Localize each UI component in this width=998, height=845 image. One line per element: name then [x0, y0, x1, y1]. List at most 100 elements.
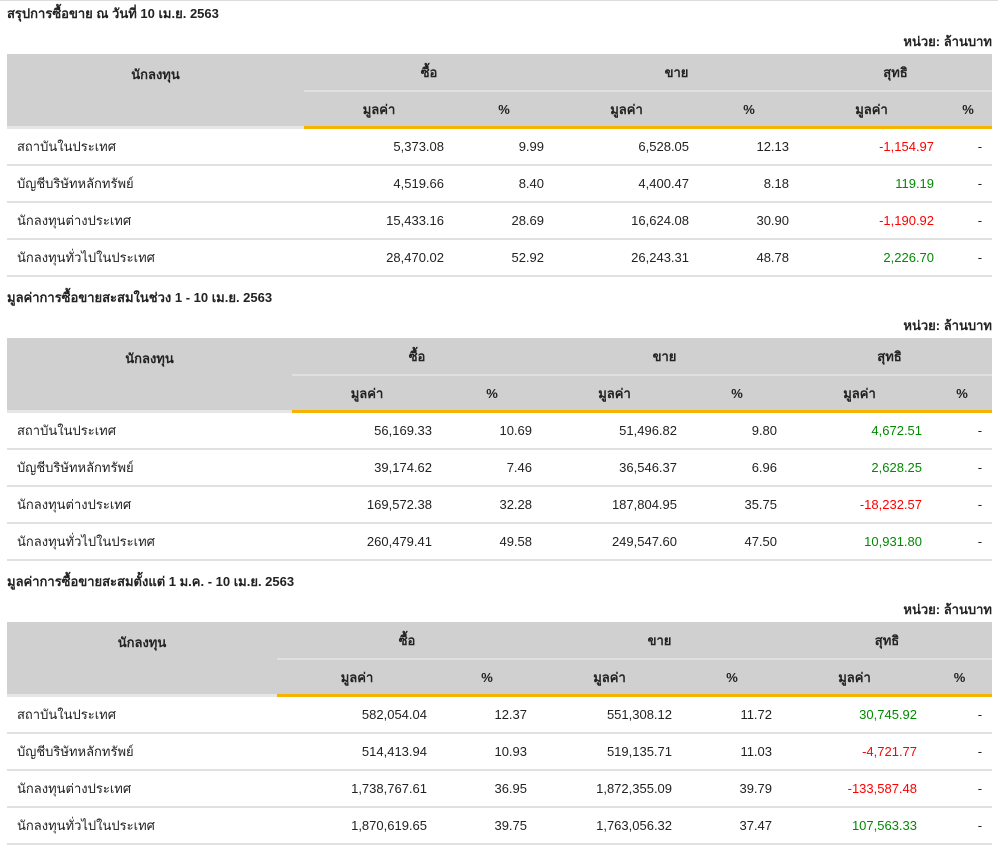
header-net: สุทธิ: [787, 338, 993, 375]
header-net-value: มูลค่า: [782, 658, 928, 697]
header-net-value: มูลค่า: [787, 374, 933, 413]
net-pct: -: [944, 202, 993, 240]
net-pct: -: [927, 695, 993, 734]
net-pct: -: [932, 411, 993, 450]
header-buy: ซื้อ: [292, 338, 543, 375]
net-value: 2,226.70: [799, 239, 945, 277]
table-row: บัญชีบริษัทหลักทรัพย์ 4,519.66 8.40 4,40…: [7, 165, 993, 203]
table-row: สถาบันในประเทศ 5,373.08 9.99 6,528.05 12…: [7, 127, 993, 166]
net-pct: -: [932, 486, 993, 524]
buy-pct: 52.92: [454, 239, 555, 277]
investor-name: บัญชีบริษัทหลักทรัพย์: [7, 733, 277, 771]
table-row: นักลงทุนต่างประเทศ 15,433.16 28.69 16,62…: [7, 202, 993, 240]
investor-name: สถาบันในประเทศ: [7, 695, 277, 734]
investor-name: นักลงทุนทั่วไปในประเทศ: [7, 523, 292, 561]
net-value: 107,563.33: [782, 807, 928, 845]
buy-pct: 36.95: [437, 770, 538, 808]
header-net-pct: %: [932, 374, 993, 413]
buy-pct: 8.40: [454, 165, 555, 203]
net-value: 4,672.51: [787, 411, 933, 450]
sell-pct: 47.50: [687, 523, 788, 561]
header-sell-pct: %: [699, 90, 800, 129]
table-row: นักลงทุนต่างประเทศ 169,572.38 32.28 187,…: [7, 486, 993, 524]
table-row: สถาบันในประเทศ 56,169.33 10.69 51,496.82…: [7, 411, 993, 450]
header-net: สุทธิ: [782, 622, 993, 659]
sell-pct: 11.03: [682, 733, 783, 771]
investor-name: นักลงทุนต่างประเทศ: [7, 202, 304, 240]
net-value: 30,745.92: [782, 695, 928, 734]
net-pct: -: [932, 449, 993, 487]
header-buy-pct: %: [454, 90, 555, 129]
header-sell-pct: %: [687, 374, 788, 413]
sell-value: 187,804.95: [542, 486, 688, 524]
header-buy-pct: %: [442, 374, 543, 413]
table-row: บัญชีบริษัทหลักทรัพย์ 39,174.62 7.46 36,…: [7, 449, 993, 487]
header-buy-pct: %: [437, 658, 538, 697]
summary-section: สรุปการซื้อขาย ณ วันที่ 10 เม.ย. 2563 หน…: [7, 4, 993, 277]
net-value: 119.19: [799, 165, 945, 203]
sell-value: 1,763,056.32: [537, 807, 683, 845]
investor-name: นักลงทุนทั่วไปในประเทศ: [7, 239, 304, 277]
table-row: นักลงทุนต่างประเทศ 1,738,767.61 36.95 1,…: [7, 770, 993, 808]
buy-value: 39,174.62: [292, 449, 442, 487]
header-net-pct: %: [944, 90, 993, 129]
net-pct: -: [927, 770, 993, 808]
buy-value: 169,572.38: [292, 486, 442, 524]
buy-value: 5,373.08: [304, 127, 454, 166]
net-pct: -: [927, 807, 993, 845]
header-net: สุทธิ: [799, 54, 993, 91]
top-divider: [0, 0, 998, 1]
sell-value: 6,528.05: [554, 127, 700, 166]
header-buy: ซื้อ: [304, 54, 555, 91]
sell-value: 16,624.08: [554, 202, 700, 240]
sell-value: 36,546.37: [542, 449, 688, 487]
table-row: บัญชีบริษัทหลักทรัพย์ 514,413.94 10.93 5…: [7, 733, 993, 771]
sell-value: 1,872,355.09: [537, 770, 683, 808]
header-sell-value: มูลค่า: [542, 374, 688, 413]
section-title: มูลค่าการซื้อขายสะสมในช่วง 1 - 10 เม.ย. …: [7, 290, 273, 305]
header-sell: ขาย: [537, 622, 783, 659]
buy-value: 1,738,767.61: [277, 770, 437, 808]
buy-pct: 7.46: [442, 449, 543, 487]
unit-label: หน่วย: ล้านบาท: [903, 318, 992, 333]
table-row: นักลงทุนทั่วไปในประเทศ 1,870,619.65 39.7…: [7, 807, 993, 845]
header-buy-value: มูลค่า: [277, 658, 437, 697]
sell-value: 519,135.71: [537, 733, 683, 771]
sell-pct: 48.78: [699, 239, 800, 277]
net-value: 10,931.80: [787, 523, 933, 561]
header-buy-value: มูลค่า: [292, 374, 442, 413]
investor-name: บัญชีบริษัทหลักทรัพย์: [7, 449, 292, 487]
header-sell: ขาย: [542, 338, 788, 375]
buy-pct: 10.93: [437, 733, 538, 771]
section-title: สรุปการซื้อขาย ณ วันที่ 10 เม.ย. 2563: [7, 6, 219, 21]
net-value: -4,721.77: [782, 733, 928, 771]
trading-table: นักลงทุน ซื้อ ขาย สุทธิ มูลค่า% มูลค่า% มูล…: [7, 622, 993, 845]
net-pct: -: [932, 523, 993, 561]
sell-pct: 35.75: [687, 486, 788, 524]
net-pct: -: [944, 239, 993, 277]
header-buy-value: มูลค่า: [304, 90, 454, 129]
buy-value: 15,433.16: [304, 202, 454, 240]
sell-pct: 30.90: [699, 202, 800, 240]
table-row: นักลงทุนทั่วไปในประเทศ 28,470.02 52.92 2…: [7, 239, 993, 277]
investor-name: นักลงทุนทั่วไปในประเทศ: [7, 807, 277, 845]
header-investor: นักลงทุน: [7, 622, 277, 697]
net-value: -1,154.97: [799, 127, 945, 166]
sell-pct: 12.13: [699, 127, 800, 166]
sell-pct: 11.72: [682, 695, 783, 734]
summary-section: มูลค่าการซื้อขายสะสมตั้งแต่ 1 ม.ค. - 10 …: [7, 572, 993, 845]
sell-pct: 9.80: [687, 411, 788, 450]
sell-value: 51,496.82: [542, 411, 688, 450]
trading-table: นักลงทุน ซื้อ ขาย สุทธิ มูลค่า% มูลค่า% มูล…: [7, 54, 993, 277]
sell-value: 551,308.12: [537, 695, 683, 734]
net-pct: -: [927, 733, 993, 771]
header-buy: ซื้อ: [277, 622, 538, 659]
header-investor: นักลงทุน: [7, 54, 304, 129]
net-value: -18,232.57: [787, 486, 933, 524]
buy-pct: 49.58: [442, 523, 543, 561]
header-sell-value: มูลค่า: [554, 90, 700, 129]
sell-pct: 39.79: [682, 770, 783, 808]
buy-pct: 28.69: [454, 202, 555, 240]
header-net-value: มูลค่า: [799, 90, 945, 129]
net-pct: -: [944, 127, 993, 166]
